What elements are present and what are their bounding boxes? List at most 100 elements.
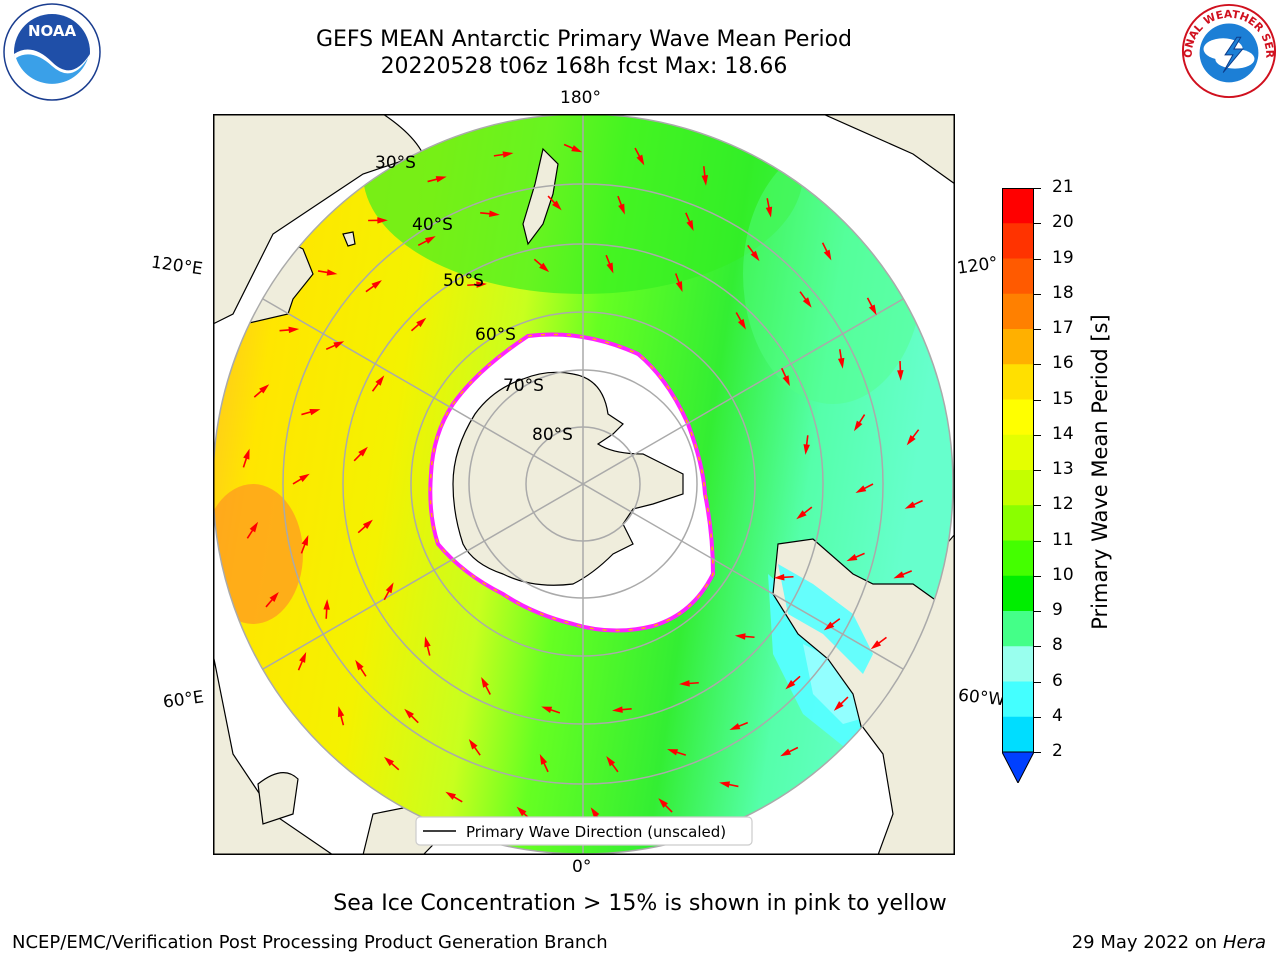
- wave-arrow-head: [765, 206, 773, 218]
- wave-arrow-head: [870, 640, 882, 650]
- wave-arrow-head: [719, 781, 731, 788]
- wave-arrow-head: [606, 756, 616, 767]
- colorbar-band: [1002, 293, 1034, 330]
- antarctica: [452, 371, 684, 586]
- colorbar-tick-label: 14: [1052, 423, 1074, 444]
- wave-arrow-head: [612, 706, 623, 713]
- wave-arrow-head: [539, 262, 550, 273]
- graticule: [213, 114, 953, 854]
- wave-arrow-head: [502, 151, 514, 158]
- wave-arrow-head: [802, 297, 812, 308]
- wave-arrow-head: [539, 754, 548, 765]
- wave-arrow-head: [853, 420, 863, 432]
- map-legend: Primary Wave Direction (unscaled): [415, 816, 753, 846]
- wave-arrow-head: [249, 521, 259, 533]
- colorbar-band: [1002, 364, 1034, 400]
- wave-arrow-head: [823, 249, 832, 261]
- colorbar-tick-label: 18: [1052, 282, 1074, 303]
- wave-arrow-head: [489, 210, 500, 217]
- colorbar-tick-label: 12: [1052, 494, 1074, 515]
- lat-label-30s: 30°S: [375, 153, 416, 173]
- wave-arrow-head: [416, 317, 427, 328]
- colorbar-tick: [1034, 188, 1041, 189]
- colorbar-band: [1002, 470, 1034, 506]
- wave-arrow-head: [299, 652, 307, 663]
- wave-arrow-head: [435, 176, 447, 183]
- wave-arrow-head: [377, 217, 388, 224]
- wave-arrow-head: [868, 304, 877, 316]
- wave-arrow-head: [269, 591, 279, 603]
- wave-arrow-head: [855, 485, 867, 494]
- wave-arrow-head: [516, 806, 527, 817]
- colorbar-tick-label: 19: [1052, 247, 1074, 268]
- map-title: GEFS MEAN Antarctic Primary Wave Mean Pe…: [315, 27, 853, 52]
- wave-arrow-head: [259, 384, 270, 394]
- colorbar-tick: [1034, 716, 1041, 718]
- wave-arrow-head: [782, 375, 790, 387]
- footer-date: 29 May 2022 on Hera: [1072, 932, 1266, 953]
- wave-arrow-head: [906, 435, 916, 446]
- colorbar-band: [1002, 399, 1034, 436]
- wave-arrow-head: [375, 375, 385, 386]
- colorbar-tick: [1034, 470, 1041, 471]
- colorbar-tick: [1034, 540, 1041, 542]
- wave-arrow-head: [337, 706, 345, 718]
- colorbar-label: Primary Wave Mean Period [s]: [1088, 314, 1112, 630]
- footer-host: Hera: [1222, 932, 1266, 953]
- lat-label-50s: 50°S: [443, 271, 484, 291]
- map-subtitle: 20220528 t06z 168h fcst Max: 18.66: [380, 54, 788, 79]
- colorbar-tick: [1034, 364, 1041, 366]
- wave-arrow-head: [481, 677, 489, 688]
- colorbar-band: [1002, 575, 1034, 612]
- noaa-logo: NOAA: [3, 3, 101, 101]
- colorbar-tick-label: 4: [1052, 705, 1063, 726]
- lon-label-0: 0°: [572, 857, 592, 877]
- wave-arrow-head: [675, 281, 683, 293]
- colorbar-tick: [1034, 505, 1041, 507]
- sea-ice-note: Sea Ice Concentration > 15% is shown in …: [333, 891, 947, 916]
- colorbar-tick-label: 6: [1052, 670, 1063, 691]
- wave-arrow-head: [737, 318, 746, 330]
- wave-arrow-head: [773, 574, 785, 581]
- wave-arrow-head: [571, 145, 583, 153]
- wave-arrow-head: [445, 791, 457, 800]
- footer-credit: NCEP/EMC/Verification Post Processing Pr…: [12, 932, 608, 953]
- wave-arrow-head: [686, 220, 694, 231]
- colorbar-band: [1002, 223, 1034, 259]
- colorbar-band: [1002, 188, 1034, 224]
- colorbar-band: [1002, 258, 1034, 295]
- wave-arrow-head: [701, 174, 709, 186]
- wave-arrow-head: [823, 621, 835, 631]
- wave-arrow-head: [667, 749, 679, 756]
- wave-arrow-head: [468, 739, 478, 750]
- wave-arrow-head: [358, 446, 368, 457]
- wave-direction-arrows: [242, 143, 923, 824]
- colorbar-band: [1002, 434, 1034, 471]
- lon-label-60w: 60°W: [957, 685, 1006, 711]
- colorbar-tick: [1034, 258, 1041, 260]
- wave-arrow-head: [552, 200, 562, 211]
- colorbar-tick-label: 2: [1052, 741, 1063, 761]
- colorbar-tick-label: 20: [1052, 212, 1074, 233]
- colorbar-tick-label: 9: [1052, 600, 1063, 620]
- colorbar-tick-label: 15: [1052, 388, 1074, 409]
- colorbar-tick: [1034, 611, 1041, 612]
- wave-arrow-head: [897, 370, 904, 381]
- colorbar: [1002, 188, 1034, 783]
- colorbar-tick: [1034, 399, 1041, 401]
- wave-arrow-head: [541, 706, 553, 713]
- colorbar-tick: [1034, 575, 1041, 577]
- wave-arrow-head: [326, 269, 338, 276]
- wave-arrow-head: [796, 510, 807, 520]
- colorbar-tick-label: 13: [1052, 459, 1074, 479]
- colorbar-tick-label: 16: [1052, 353, 1074, 374]
- lat-label-80s: 80°S: [532, 425, 573, 445]
- colorbar-extension: [1002, 751, 1034, 783]
- wave-arrow-head: [590, 807, 600, 818]
- lon-label-120e: 120°E: [149, 252, 204, 280]
- wave-arrow-head: [476, 281, 487, 288]
- colorbar-tick-label: 8: [1052, 635, 1063, 656]
- legend-label: Primary Wave Direction (unscaled): [466, 823, 726, 841]
- colorbar-band: [1002, 646, 1034, 682]
- lon-label-120w: 120°: [955, 253, 1000, 279]
